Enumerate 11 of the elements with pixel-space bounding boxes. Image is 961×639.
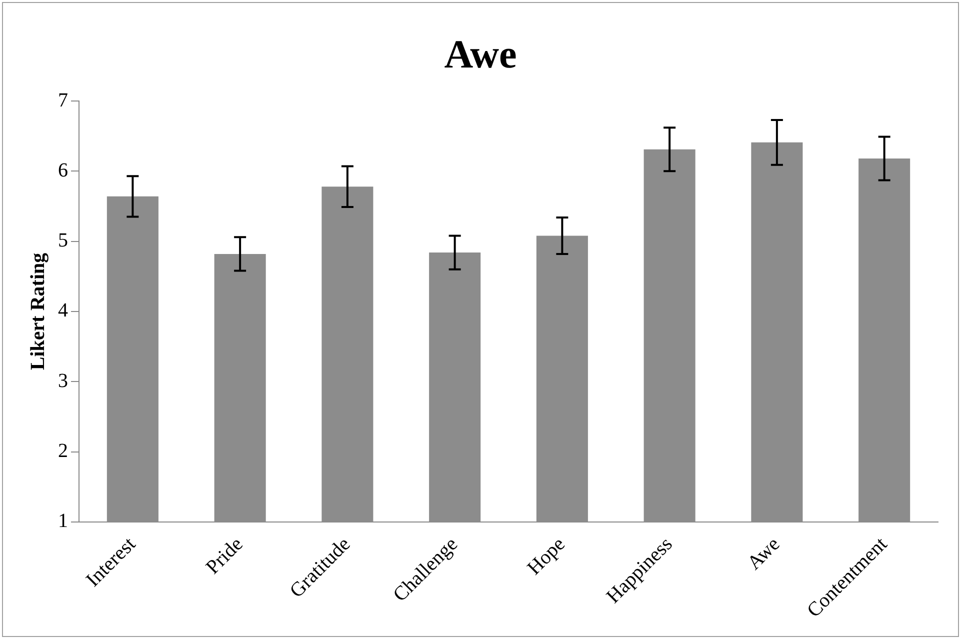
y-tick-label: 5: [58, 230, 68, 252]
y-tick-label: 7: [58, 89, 68, 112]
y-tick-label: 6: [58, 159, 68, 182]
y-tick-label: 4: [58, 300, 68, 322]
y-tick-label: 3: [58, 370, 68, 392]
chart-title: Awe: [444, 31, 517, 76]
x-tick-label: Pride: [202, 533, 248, 579]
x-tick-label: Awe: [743, 533, 784, 574]
y-tick-label: 1: [58, 510, 68, 532]
y-axis-title: Likert Rating: [27, 252, 50, 370]
y-tick-label: 2: [58, 440, 68, 462]
